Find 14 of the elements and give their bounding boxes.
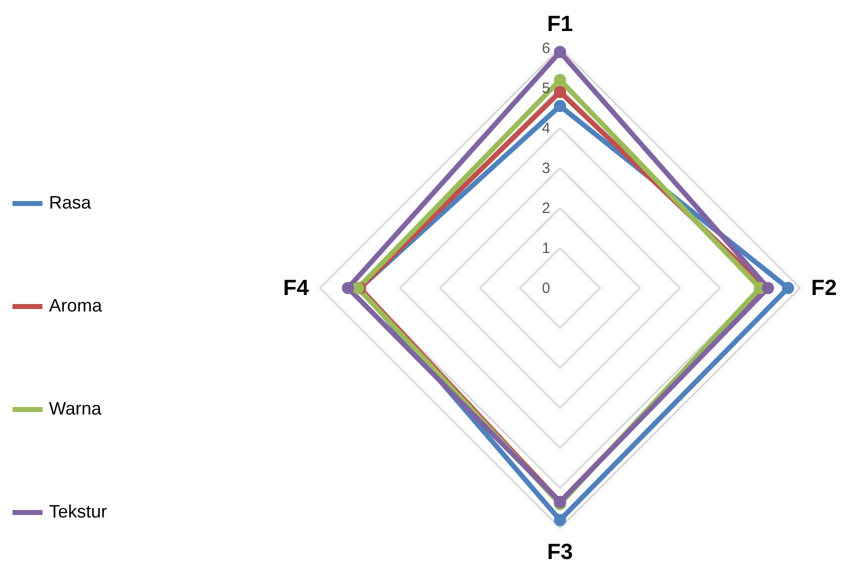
legend-label: Warna xyxy=(49,398,102,418)
y-tick-label: 1 xyxy=(542,240,550,257)
spoke-label: F4 xyxy=(283,275,310,300)
y-tick-label: 6 xyxy=(542,40,550,57)
spoke-label: F1 xyxy=(547,11,573,36)
y-tick-label: 3 xyxy=(542,160,550,177)
y-tick-label: 2 xyxy=(542,200,550,217)
legend-label: Tekstur xyxy=(49,502,108,522)
spoke-label: F2 xyxy=(811,275,837,300)
legend-label: Rasa xyxy=(49,192,92,212)
legend-label: Aroma xyxy=(49,296,104,316)
spoke-label: F3 xyxy=(547,539,573,564)
y-tick-label: 0 xyxy=(542,280,550,297)
y-tick-label: 4 xyxy=(542,120,550,137)
